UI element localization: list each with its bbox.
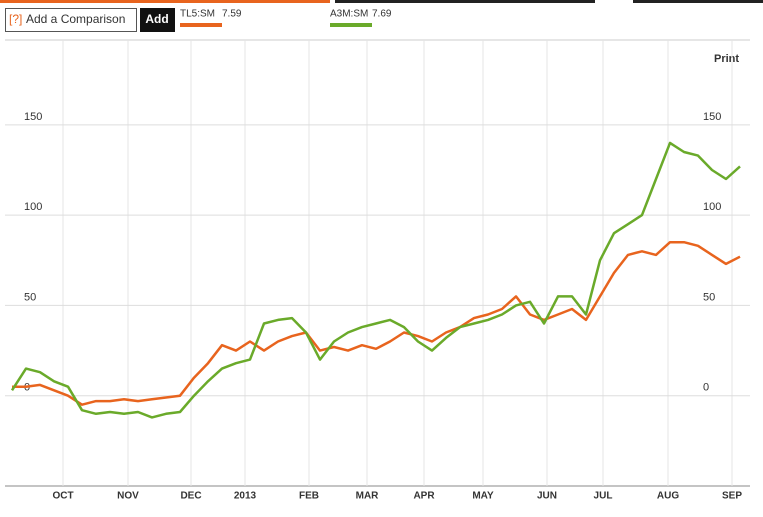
y-tick-label-right: 50 bbox=[703, 291, 715, 303]
tick-bg bbox=[21, 110, 47, 123]
input-placeholder: Add a Comparison bbox=[26, 12, 125, 26]
x-tick-label: NOV bbox=[117, 491, 139, 502]
comparison-input[interactable] bbox=[5, 8, 137, 32]
x-tick-label: APR bbox=[413, 491, 435, 502]
top-strip bbox=[633, 0, 763, 3]
legend-swatch bbox=[180, 23, 222, 27]
top-strip bbox=[335, 0, 595, 3]
add-button[interactable] bbox=[140, 8, 175, 32]
legend-value: 7.69 bbox=[372, 9, 392, 20]
y-tick-label-right: 0 bbox=[703, 382, 709, 394]
x-tick-label: JUL bbox=[594, 491, 613, 502]
legend-name: A3M:SM bbox=[330, 9, 368, 20]
top-strip bbox=[0, 0, 330, 3]
y-tick-label: 100 bbox=[24, 201, 42, 213]
help[interactable]: [?] bbox=[9, 12, 22, 26]
tick-bg bbox=[21, 201, 47, 214]
x-tick-label: JUN bbox=[537, 491, 557, 502]
tick-bg bbox=[700, 291, 726, 304]
y-tick-label-right: 100 bbox=[703, 201, 721, 213]
tick-bg bbox=[700, 201, 726, 214]
x-tick-label: MAY bbox=[472, 491, 494, 502]
add-label: Add bbox=[145, 12, 168, 26]
y-tick-label: 150 bbox=[24, 111, 42, 123]
legend-name: TL5:SM bbox=[180, 9, 215, 20]
print[interactable]: Print bbox=[714, 53, 739, 65]
tick-bg bbox=[21, 291, 47, 304]
x-tick-label: 2013 bbox=[234, 491, 257, 502]
x-tick-label: DEC bbox=[180, 491, 201, 502]
y-tick-label: 50 bbox=[24, 291, 36, 303]
x-tick-label: SEP bbox=[722, 491, 742, 502]
legend-value: 7.59 bbox=[222, 9, 242, 20]
legend-swatch bbox=[330, 23, 372, 27]
x-tick-label: AUG bbox=[657, 491, 679, 502]
x-tick-label: FEB bbox=[299, 491, 319, 502]
series-line bbox=[12, 240, 741, 406]
series-line bbox=[10, 141, 741, 419]
tick-bg bbox=[700, 381, 726, 394]
x-tick-label: OCT bbox=[52, 491, 73, 502]
y-tick-label-right: 150 bbox=[703, 111, 721, 123]
x-tick-label: MAR bbox=[356, 491, 380, 502]
tick-bg bbox=[700, 110, 726, 123]
